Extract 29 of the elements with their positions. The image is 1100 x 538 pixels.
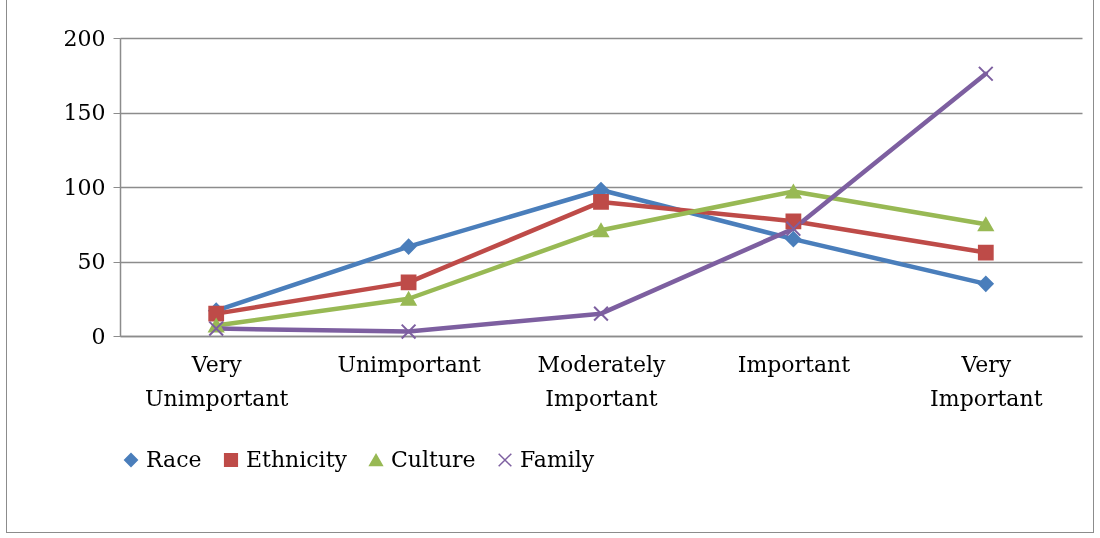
x-tick-label: Important — [737, 351, 851, 377]
y-tick-label: 200 — [63, 25, 106, 51]
x-tick-label: Very Important — [930, 351, 1043, 411]
legend-label: Race — [146, 447, 202, 472]
point — [977, 65, 994, 82]
y-tick-label: 150 — [63, 100, 106, 125]
x-tick-label: Unimportant — [337, 351, 481, 377]
point — [400, 291, 417, 306]
y-tick-label: 100 — [63, 174, 106, 200]
point — [785, 184, 802, 199]
point — [785, 231, 802, 248]
point — [400, 323, 417, 340]
point — [400, 274, 417, 291]
x-tick-label: Very Unimportant — [144, 351, 289, 411]
point — [593, 223, 609, 238]
y-tick-label: 50 — [77, 249, 106, 274]
point — [977, 244, 994, 261]
legend-label: Family — [520, 447, 595, 472]
point — [977, 275, 994, 292]
legend-label: Culture — [391, 447, 476, 472]
point — [785, 220, 802, 237]
point — [977, 217, 994, 232]
x-tick-label: Moderately Important — [537, 351, 666, 411]
y-tick-label: 0 — [91, 323, 106, 349]
point — [400, 238, 417, 255]
legend-label: Ethnicity — [246, 447, 348, 472]
point — [208, 320, 225, 337]
point — [593, 305, 609, 322]
point — [593, 194, 609, 210]
